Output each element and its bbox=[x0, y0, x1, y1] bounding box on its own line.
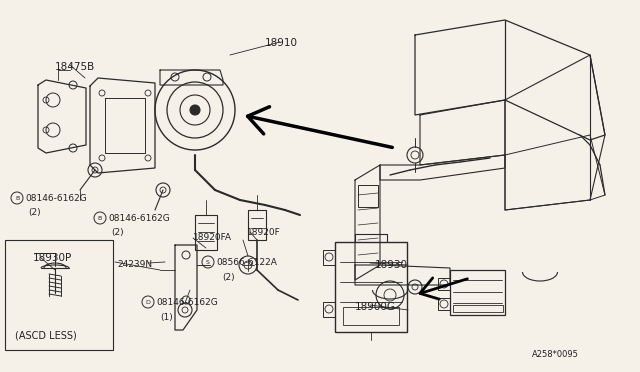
Text: 18930P: 18930P bbox=[33, 253, 72, 263]
Bar bbox=[453, 305, 503, 312]
Bar bbox=[195, 215, 217, 250]
Bar bbox=[5, 240, 113, 350]
Text: 08146-6162G: 08146-6162G bbox=[156, 298, 218, 307]
Text: 08146-6162G: 08146-6162G bbox=[108, 214, 170, 223]
Text: 18920F: 18920F bbox=[247, 228, 281, 237]
Text: B: B bbox=[15, 196, 19, 201]
Text: 18475B: 18475B bbox=[55, 62, 95, 72]
Text: 18900G: 18900G bbox=[355, 302, 396, 312]
Text: B: B bbox=[98, 215, 102, 221]
Text: (2): (2) bbox=[28, 208, 40, 217]
Text: D: D bbox=[145, 299, 150, 305]
Text: (1): (1) bbox=[160, 313, 173, 322]
Circle shape bbox=[190, 105, 200, 115]
Text: 18930: 18930 bbox=[375, 260, 408, 270]
Bar bbox=[323, 250, 335, 265]
Text: 18910: 18910 bbox=[265, 38, 298, 48]
Bar bbox=[450, 270, 505, 315]
Text: 08146-6162G: 08146-6162G bbox=[25, 194, 87, 203]
Bar bbox=[438, 278, 450, 290]
Text: (2): (2) bbox=[222, 273, 235, 282]
Bar bbox=[335, 242, 407, 332]
Bar bbox=[438, 298, 450, 310]
Text: 24239N: 24239N bbox=[117, 260, 152, 269]
Text: (ASCD LESS): (ASCD LESS) bbox=[15, 330, 77, 340]
Text: A258*0095: A258*0095 bbox=[532, 350, 579, 359]
Text: 18920FA: 18920FA bbox=[193, 233, 232, 242]
Bar bbox=[248, 210, 266, 240]
Text: (2): (2) bbox=[111, 228, 124, 237]
Text: 08566-6122A: 08566-6122A bbox=[216, 258, 277, 267]
Bar bbox=[358, 185, 378, 207]
Bar bbox=[343, 307, 399, 325]
Bar bbox=[323, 302, 335, 317]
Text: S: S bbox=[206, 260, 210, 264]
